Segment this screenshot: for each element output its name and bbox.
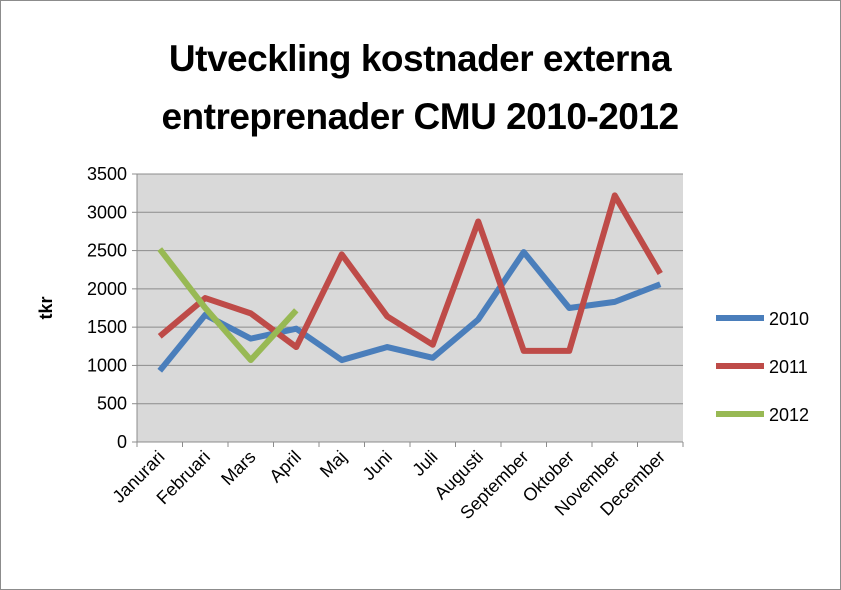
y-tick-label: 1000 [87,355,127,375]
y-axis-label: tkr [36,296,56,319]
x-tick-label: Mars [217,447,259,489]
x-tick-label: Juli [408,447,441,480]
y-tick-label: 500 [97,394,127,414]
series-line [157,192,663,354]
y-tick-label: 3000 [87,202,127,222]
legend-label: 2012 [769,405,809,425]
x-tick-label: Maj [316,447,351,482]
y-tick-label: 3500 [87,164,127,184]
x-tick-label: April [265,447,305,487]
plot-area [137,174,683,442]
y-tick-label: 2500 [87,241,127,261]
x-tick-label: Juni [359,447,396,484]
series-line [157,247,299,364]
chart-title: Utveckling kostnader externa entreprenad… [161,38,679,137]
series-line [157,249,662,373]
legend-label: 2011 [769,357,808,377]
y-tick-label: 0 [117,432,127,452]
legend-label: 2010 [769,309,809,329]
y-tick-label: 2000 [87,279,127,299]
y-tick-label: 1500 [87,317,127,337]
